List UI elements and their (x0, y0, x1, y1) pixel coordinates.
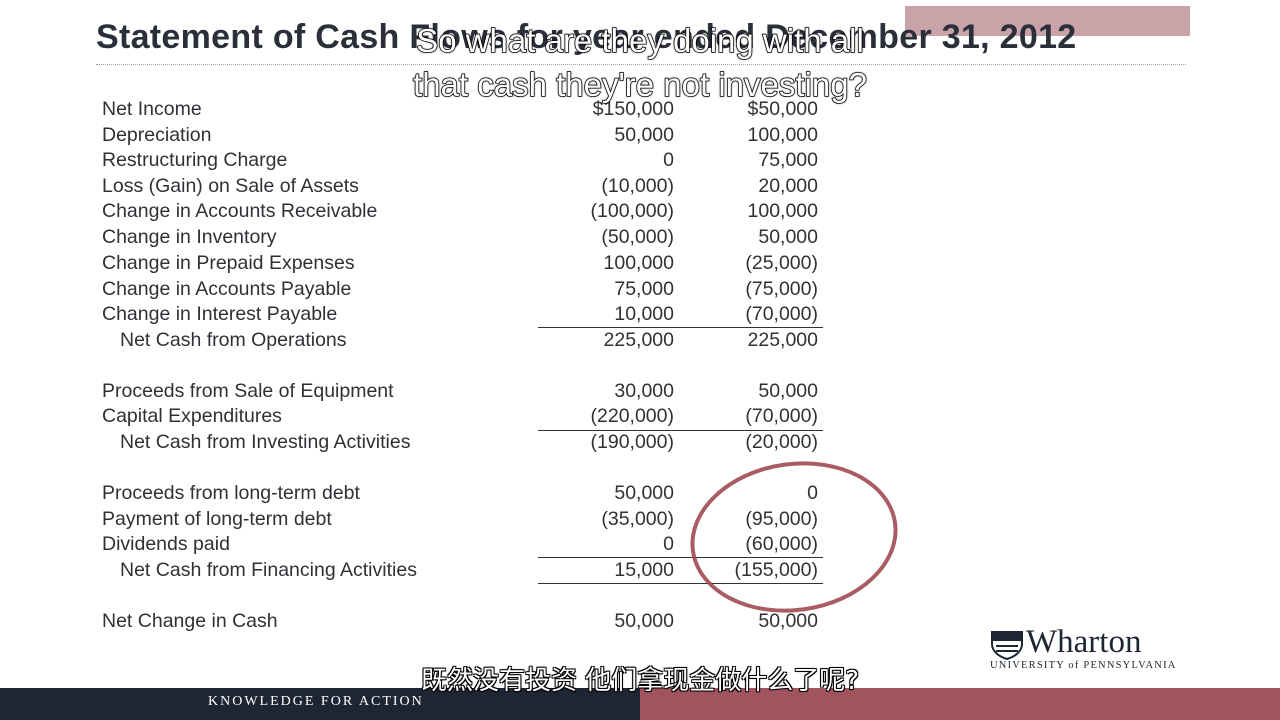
row-change-accounts-receivable: Change in Accounts Receivable (100,000) 10… (0, 200, 1280, 226)
row-label: Payment of long-term debt (102, 508, 332, 530)
row-capital-expenditures: Capital Expenditures (220,000) (70,000) (0, 405, 1280, 431)
row-label: Depreciation (102, 124, 212, 146)
operations-subtotal-rule (538, 327, 823, 328)
row-label: Change in Accounts Receivable (102, 200, 378, 222)
financing-total-rule (538, 583, 823, 584)
logo-subline: UNIVERSITY of PENNSYLVANIA (990, 660, 1177, 671)
row-value-col2: 50,000 (758, 380, 818, 402)
row-dividends-paid: Dividends paid 0 (60,000) (0, 533, 1280, 559)
row-depreciation: Depreciation 50,000 100,000 (0, 124, 1280, 150)
row-value-col1: 50,000 (614, 610, 674, 632)
subtitle-zh: 既然没有投资 他们拿现金做什么了呢? (420, 666, 860, 696)
row-label: Net Income (102, 98, 202, 120)
footer-bar-left (0, 688, 640, 720)
row-value-col2: (25,000) (745, 252, 818, 274)
footer-tagline: KNOWLEDGE FOR ACTION (208, 694, 424, 709)
row-value-col1: (220,000) (590, 405, 674, 427)
highlight-circle (680, 448, 908, 626)
row-payment-long-term-debt: Payment of long-term debt (35,000) (95,000… (0, 508, 1280, 534)
row-label: Proceeds from Sale of Equipment (102, 380, 394, 402)
row-value-col1: (35,000) (601, 508, 674, 530)
row-value-col2: $50,000 (747, 98, 819, 120)
row-value-col2: 50,000 (758, 226, 818, 248)
row-label: Dividends paid (102, 533, 230, 555)
row-value-col1: (10,000) (601, 175, 674, 197)
row-label: Change in Prepaid Expenses (102, 252, 355, 274)
row-proceeds-sale-equipment: Proceeds from Sale of Equipment 30,000 50,… (0, 380, 1280, 406)
row-label: Loss (Gain) on Sale of Assets (102, 175, 359, 197)
row-change-prepaid-expenses: Change in Prepaid Expenses 100,000 (25,000… (0, 252, 1280, 278)
row-value-col2: 100,000 (747, 200, 819, 222)
row-value-col2: 225,000 (747, 329, 819, 351)
row-proceeds-long-term-debt: Proceeds from long-term debt 50,000 0 (0, 482, 1280, 508)
row-value-col2: (70,000) (745, 405, 818, 427)
row-label: Restructuring Charge (102, 149, 288, 171)
row-value-col1: 15,000 (614, 559, 674, 581)
row-loss-gain-sale-assets: Loss (Gain) on Sale of Assets (10,000) 20,… (0, 175, 1280, 201)
row-value-col1: 10,000 (614, 303, 674, 325)
row-value-col1: 0 (663, 533, 674, 555)
subtitle-en-line-2: that cash they're not investing? (412, 65, 867, 104)
row-value-col1: 100,000 (603, 252, 675, 274)
row-value-col1: 75,000 (614, 278, 674, 300)
row-value-col2: 100,000 (747, 124, 819, 146)
investing-subtotal-rule (538, 430, 823, 431)
logo-wordmark: Wharton (1026, 624, 1142, 660)
row-value-col2: (95,000) (745, 508, 818, 530)
subtitle-en-line-1: So what are they doing with all (415, 21, 864, 60)
row-value-col2: 0 (807, 482, 818, 504)
row-value-col1: 50,000 (614, 482, 674, 504)
row-value-col2: 50,000 (758, 610, 818, 632)
row-value-col2: (70,000) (745, 303, 818, 325)
slide-title: Statement of Cash Flows for year ended D… (96, 18, 1077, 56)
footer-bar-right (640, 688, 1280, 720)
row-restructuring-charge: Restructuring Charge 0 75,000 (0, 149, 1280, 175)
row-value-col1: $150,000 (592, 98, 674, 120)
row-net-cash-operations: Net Cash from Operations 225,000 225,000 (0, 329, 1280, 355)
row-change-inventory: Change in Inventory (50,000) 50,000 (0, 226, 1280, 252)
row-label: Net Cash from Operations (120, 329, 347, 351)
row-change-accounts-payable: Change in Accounts Payable 75,000 (75,000) (0, 278, 1280, 304)
row-value-col1: 30,000 (614, 380, 674, 402)
row-net-change-cash: Net Change in Cash 50,000 50,000 (0, 610, 1280, 636)
row-value-col1: (50,000) (601, 226, 674, 248)
row-label: Net Cash from Investing Activities (120, 431, 411, 453)
row-value-col2: (155,000) (734, 559, 818, 581)
shield-icon (991, 631, 1023, 660)
row-label: Change in Inventory (102, 226, 277, 248)
row-net-cash-investing: Net Cash from Investing Activities (190,0… (0, 431, 1280, 457)
row-value-col2: (20,000) (745, 431, 818, 453)
wharton-logo: Wharton UNIVERSITY of PENNSYLVANIA (990, 624, 1190, 672)
row-change-interest-payable: Change in Interest Payable 10,000 (70,000) (0, 303, 1280, 329)
row-label: Change in Accounts Payable (102, 278, 352, 300)
row-label: Proceeds from long-term debt (102, 482, 360, 504)
row-label: Change in Interest Payable (102, 303, 338, 325)
row-label: Net Change in Cash (102, 610, 278, 632)
row-value-col2: (60,000) (745, 533, 818, 555)
row-net-income: Net Income $150,000 $50,000 (0, 98, 1280, 124)
row-value-col1: (100,000) (590, 200, 674, 222)
row-value-col2: 75,000 (758, 149, 818, 171)
row-value-col1: (190,000) (590, 431, 674, 453)
title-divider (96, 64, 1186, 65)
row-value-col2: 20,000 (758, 175, 818, 197)
row-net-cash-financing: Net Cash from Financing Activities 15,000… (0, 559, 1280, 585)
row-value-col2: (75,000) (745, 278, 818, 300)
row-value-col1: 50,000 (614, 124, 674, 146)
row-value-col1: 225,000 (603, 329, 675, 351)
row-label: Net Cash from Financing Activities (120, 559, 417, 581)
row-label: Capital Expenditures (102, 405, 282, 427)
row-value-col1: 0 (663, 149, 674, 171)
header-accent-bar (905, 6, 1190, 36)
financing-subtotal-rule (538, 557, 823, 558)
